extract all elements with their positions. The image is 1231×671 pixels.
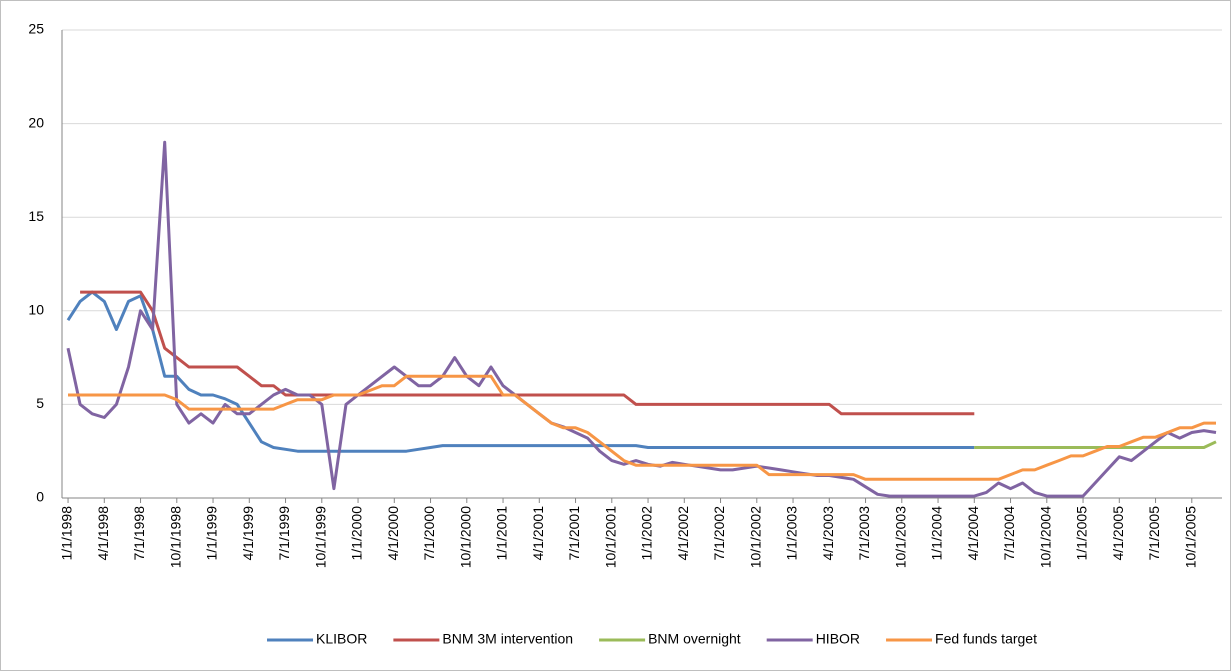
x-tick-label: 10/1/2003 — [892, 506, 908, 568]
y-tick-label: 0 — [36, 489, 44, 505]
y-tick-label: 20 — [28, 114, 44, 130]
legend-label: HIBOR — [816, 631, 860, 647]
x-tick-label: 4/1/2000 — [385, 506, 401, 561]
series-line — [68, 374, 1216, 481]
x-tick-label: 4/1/2004 — [965, 506, 981, 561]
series-line — [66, 140, 1217, 498]
x-tick-label: 7/1/2004 — [1001, 506, 1017, 561]
x-tick-label: 1/1/2003 — [784, 506, 800, 561]
x-tick-label: 1/1/2005 — [1074, 506, 1090, 561]
x-tick-label: 4/1/1999 — [240, 506, 256, 561]
legend-label: BNM overnight — [648, 631, 741, 647]
x-tick-label: 1/1/2004 — [929, 506, 945, 561]
x-tick-label: 4/1/2005 — [1110, 506, 1126, 561]
series-line — [80, 290, 975, 416]
x-tick-label: 1/1/1998 — [59, 506, 75, 561]
x-tick-label: 4/1/2002 — [675, 506, 691, 561]
series-line — [66, 290, 975, 453]
x-tick-label: 10/1/2004 — [1037, 506, 1053, 568]
y-tick-label: 10 — [28, 302, 44, 318]
y-tick-label: 15 — [28, 208, 44, 224]
y-tick-label: 5 — [36, 395, 44, 411]
x-tick-label: 7/1/1998 — [131, 506, 147, 561]
x-tick-label: 10/1/2001 — [602, 506, 618, 568]
x-tick-label: 1/1/2000 — [349, 506, 365, 561]
x-tick-label: 7/1/2000 — [421, 506, 437, 561]
x-tick-label: 1/1/1999 — [204, 506, 220, 561]
x-tick-label: 7/1/1999 — [276, 506, 292, 561]
x-tick-label: 10/1/1999 — [312, 506, 328, 568]
x-tick-label: 4/1/1998 — [95, 506, 111, 561]
legend: KLIBOR BNM 3M intervention BNM overnight HI… — [267, 631, 1037, 647]
x-tick-label: 7/1/2002 — [711, 506, 727, 561]
x-tick-label: 1/1/2002 — [639, 506, 655, 561]
x-tick-label: 10/1/2000 — [457, 506, 473, 568]
x-tick-label: 1/1/2001 — [494, 506, 510, 561]
x-tick-label: 10/1/1998 — [167, 506, 183, 568]
x-tick-label: 4/1/2001 — [530, 506, 546, 561]
legend-label: Fed funds target — [935, 631, 1037, 647]
legend-label: KLIBOR — [316, 631, 367, 647]
x-tick-label: 10/1/2005 — [1182, 506, 1198, 568]
x-tick-label: 7/1/2003 — [856, 506, 872, 561]
x-tick-label: 7/1/2005 — [1146, 506, 1162, 561]
y-tick-label: 25 — [28, 21, 44, 37]
x-tick-label: 7/1/2001 — [566, 506, 582, 561]
series-line — [974, 440, 1217, 449]
legend-label: BNM 3M intervention — [442, 631, 573, 647]
x-tick-label: 10/1/2002 — [747, 506, 763, 568]
x-tick-label: 4/1/2003 — [820, 506, 836, 561]
